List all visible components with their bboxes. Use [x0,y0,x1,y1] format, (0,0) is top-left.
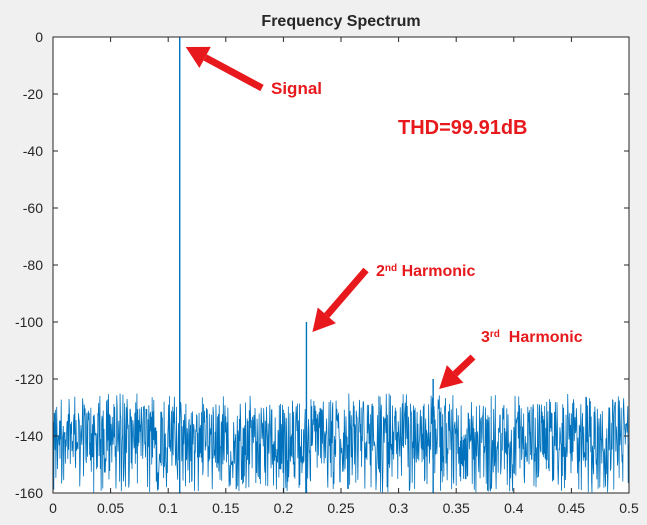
noise-floor-line [52,393,630,493]
annotation-label-h3: 3rd Harmonic [481,329,583,347]
y-tick-label: 0 [35,29,43,45]
x-tick-label: 0 [49,500,57,516]
x-tick-label: 0.1 [158,500,178,516]
x-tick-label: 0.5 [619,500,639,516]
x-tick-label: 0.25 [327,500,354,516]
annotation-arrow [439,354,476,389]
y-tick-label: -60 [23,200,43,216]
peaks-group [179,37,434,493]
y-tick-label: -140 [15,428,43,444]
y-tick-label: -80 [23,257,43,273]
y-tick-label: -160 [15,485,43,501]
annotation-label-signal: Signal [271,79,322,98]
annotations-group: Signal THD=99.91dB 2nd Harmonic 3rd Harmoni… [185,46,583,389]
ticks-group [52,36,630,494]
annotation-arrow [185,46,264,92]
x-tick-label: 0.05 [97,500,124,516]
y-tick-label: -20 [23,86,43,102]
y-tick-label: -40 [23,143,43,159]
chart-title: Frequency Spectrum [261,13,420,30]
noise-floor-series [52,393,630,493]
x-tick-label: 0.4 [504,500,524,516]
annotation-label-thd: THD=99.91dB [398,117,528,139]
y-tick-label: -120 [15,371,43,387]
x-tick-label: 0.3 [389,500,409,516]
annotation-arrow [312,267,369,332]
x-tick-label: 0.45 [558,500,585,516]
tick-labels-group: 0 0.05 0.1 0.15 0.2 0.25 0.3 0.35 0.4 0.45 0.5 0 -20… [15,29,639,516]
x-tick-label: 0.35 [443,500,470,516]
annotation-label-h2: 2nd Harmonic [376,263,475,281]
x-tick-label: 0.2 [274,500,294,516]
x-tick-label: 0.15 [212,500,239,516]
y-tick-label: -100 [15,314,43,330]
